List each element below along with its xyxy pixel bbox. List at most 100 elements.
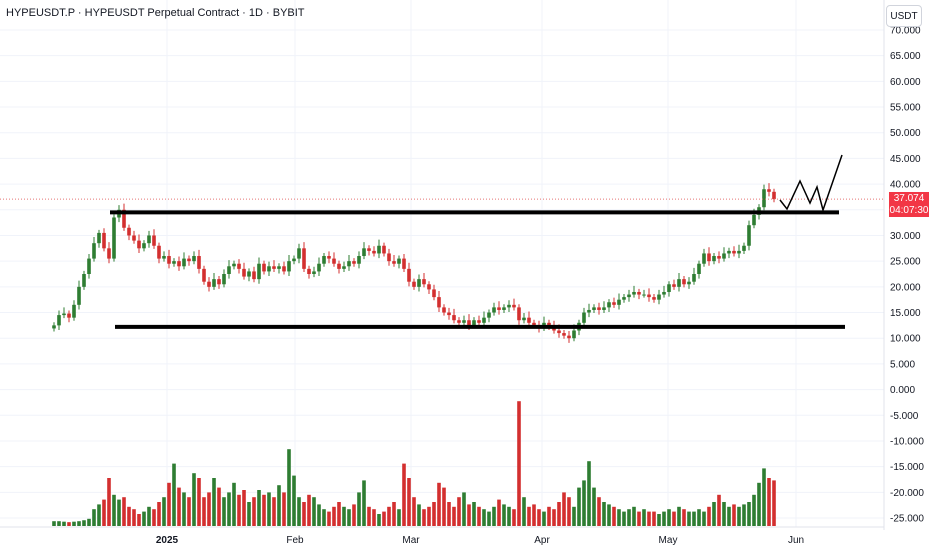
candle-body xyxy=(662,291,666,295)
volume-bar xyxy=(567,497,571,526)
candle-body xyxy=(602,307,606,310)
volume-bar xyxy=(517,401,521,526)
volume-bar xyxy=(117,499,121,526)
candle-body xyxy=(522,317,526,321)
volume-bar xyxy=(487,511,491,526)
y-tick-label: 25.000 xyxy=(890,257,921,268)
volume-bar xyxy=(372,509,376,526)
candle-body xyxy=(122,209,126,228)
candle-body xyxy=(92,243,96,259)
candle-body xyxy=(512,304,516,308)
candle-body xyxy=(167,256,171,264)
volume-bar xyxy=(587,461,591,526)
volume-bar xyxy=(637,511,641,526)
volume-bar xyxy=(157,502,161,526)
candle-body xyxy=(567,335,571,339)
candle-body xyxy=(162,256,166,259)
volume-bar xyxy=(607,504,611,526)
x-tick-label: Mar xyxy=(402,535,420,546)
projection-path[interactable] xyxy=(779,154,843,213)
volume-bar xyxy=(87,518,91,526)
volume-bar xyxy=(632,506,636,526)
candle-body xyxy=(642,294,646,296)
candle-body xyxy=(647,294,651,298)
candle-body xyxy=(222,274,226,285)
volume-bar xyxy=(592,487,596,526)
volume-bar xyxy=(147,506,151,526)
candle-body xyxy=(177,261,181,267)
candle-body xyxy=(547,322,551,326)
volume-bar xyxy=(512,509,516,526)
price-axis[interactable]: 70.000 65.000 60.000 55.000 50.000 45.000 40.0… xyxy=(890,26,924,525)
candle-body xyxy=(422,279,426,285)
candle-body xyxy=(387,253,391,262)
candle-body xyxy=(57,315,61,326)
volume-bar xyxy=(677,506,681,526)
candle-body xyxy=(657,294,661,300)
candle-body xyxy=(472,320,476,326)
candle-body xyxy=(327,256,331,259)
candle-body xyxy=(202,268,206,282)
volume-bar xyxy=(232,482,236,526)
y-tick-label: 65.000 xyxy=(890,51,921,62)
volume-bar xyxy=(667,509,671,526)
candle-body xyxy=(127,227,131,236)
volume-bar xyxy=(467,504,471,526)
candle-body xyxy=(457,320,461,323)
candle-body xyxy=(82,274,86,287)
volume-bar xyxy=(687,511,691,526)
candle-body xyxy=(52,325,56,329)
candle-body xyxy=(392,261,396,264)
volume-bar xyxy=(447,502,451,526)
volume-bar xyxy=(747,502,751,526)
volume-bar xyxy=(412,497,416,526)
candle-body xyxy=(632,291,636,295)
candle-body xyxy=(147,235,151,244)
volume-bar xyxy=(222,497,226,526)
bar-countdown: 04:07:30 xyxy=(889,205,929,216)
volume-bar xyxy=(297,497,301,526)
candle-body xyxy=(737,250,741,254)
candle-body xyxy=(377,245,381,254)
y-tick-label: 0.000 xyxy=(890,385,915,396)
volume-bar xyxy=(647,511,651,526)
volume-bar xyxy=(537,509,541,526)
volume-bar xyxy=(277,485,281,526)
candle-body xyxy=(217,279,221,285)
volume-bar xyxy=(337,502,341,526)
volume-bar xyxy=(507,506,511,526)
volume-bar xyxy=(82,520,86,526)
candle-body xyxy=(562,333,566,336)
candle-body xyxy=(732,250,736,254)
volume-bar xyxy=(662,511,666,526)
candle-body xyxy=(692,274,696,282)
volume-bar xyxy=(737,506,741,526)
currency-button[interactable]: USDT xyxy=(886,5,922,27)
candlesticks xyxy=(52,183,776,343)
volume-bar xyxy=(397,509,401,526)
x-tick-label: Jun xyxy=(788,535,804,546)
candle-body xyxy=(287,261,291,272)
volume-bar xyxy=(282,492,286,526)
volume-bar xyxy=(772,480,776,526)
volume-bar xyxy=(757,482,761,526)
volume-bar xyxy=(407,478,411,526)
time-axis[interactable]: 2025 Feb Mar Apr May Jun xyxy=(156,535,804,546)
candle-body xyxy=(152,235,156,246)
volume-bar xyxy=(377,514,381,526)
volume-bar xyxy=(192,473,196,526)
candle-body xyxy=(157,245,161,259)
candle-body xyxy=(727,250,731,254)
candle-body xyxy=(492,307,496,313)
volume-bar xyxy=(362,480,366,526)
volume-bar xyxy=(327,511,331,526)
volume-bar xyxy=(732,504,736,526)
volume-bar xyxy=(357,492,361,526)
candle-body xyxy=(417,279,421,287)
volume-bar xyxy=(97,504,101,526)
candle-body xyxy=(527,317,531,323)
y-tick-label: 20.000 xyxy=(890,282,921,293)
candle-body xyxy=(452,315,456,321)
candle-body xyxy=(707,253,711,262)
